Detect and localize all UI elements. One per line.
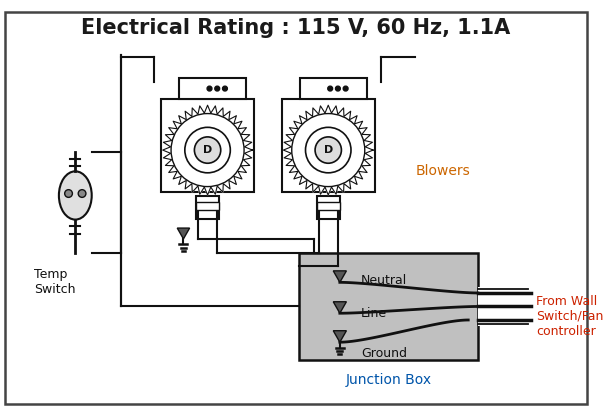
Circle shape (215, 86, 219, 91)
Bar (317, 202, 340, 210)
Circle shape (171, 114, 244, 187)
Bar (282, 99, 375, 192)
Circle shape (194, 137, 221, 163)
Text: From Wall
Switch/Fan
controller: From Wall Switch/Fan controller (536, 295, 603, 338)
Polygon shape (333, 271, 346, 282)
Circle shape (65, 190, 72, 197)
Circle shape (315, 137, 341, 163)
Circle shape (78, 190, 86, 197)
Polygon shape (162, 105, 253, 195)
Polygon shape (283, 105, 373, 195)
Text: D: D (324, 145, 333, 155)
Text: Temp
Switch: Temp Switch (34, 268, 75, 296)
Text: Junction Box: Junction Box (346, 373, 432, 387)
Text: Neutral: Neutral (361, 274, 407, 287)
Circle shape (207, 86, 212, 91)
Polygon shape (333, 331, 346, 342)
Text: Blowers: Blowers (415, 164, 470, 178)
Polygon shape (333, 302, 346, 313)
Text: Electrical Rating : 115 V, 60 Hz, 1.1A: Electrical Rating : 115 V, 60 Hz, 1.1A (82, 18, 511, 38)
Bar (161, 99, 254, 192)
Circle shape (185, 127, 230, 173)
Circle shape (292, 114, 365, 187)
Bar (179, 78, 246, 99)
Text: Line: Line (361, 307, 387, 320)
Circle shape (328, 86, 333, 91)
Bar (196, 202, 219, 210)
Ellipse shape (59, 171, 92, 220)
Bar (299, 253, 478, 359)
Polygon shape (177, 228, 189, 239)
Circle shape (343, 86, 348, 91)
Circle shape (305, 127, 351, 173)
Bar (300, 78, 367, 99)
Bar (196, 196, 219, 219)
Circle shape (223, 86, 227, 91)
Text: D: D (203, 145, 212, 155)
Bar (478, 287, 531, 326)
Bar (317, 196, 340, 219)
Text: Ground: Ground (361, 347, 407, 360)
Circle shape (335, 86, 340, 91)
